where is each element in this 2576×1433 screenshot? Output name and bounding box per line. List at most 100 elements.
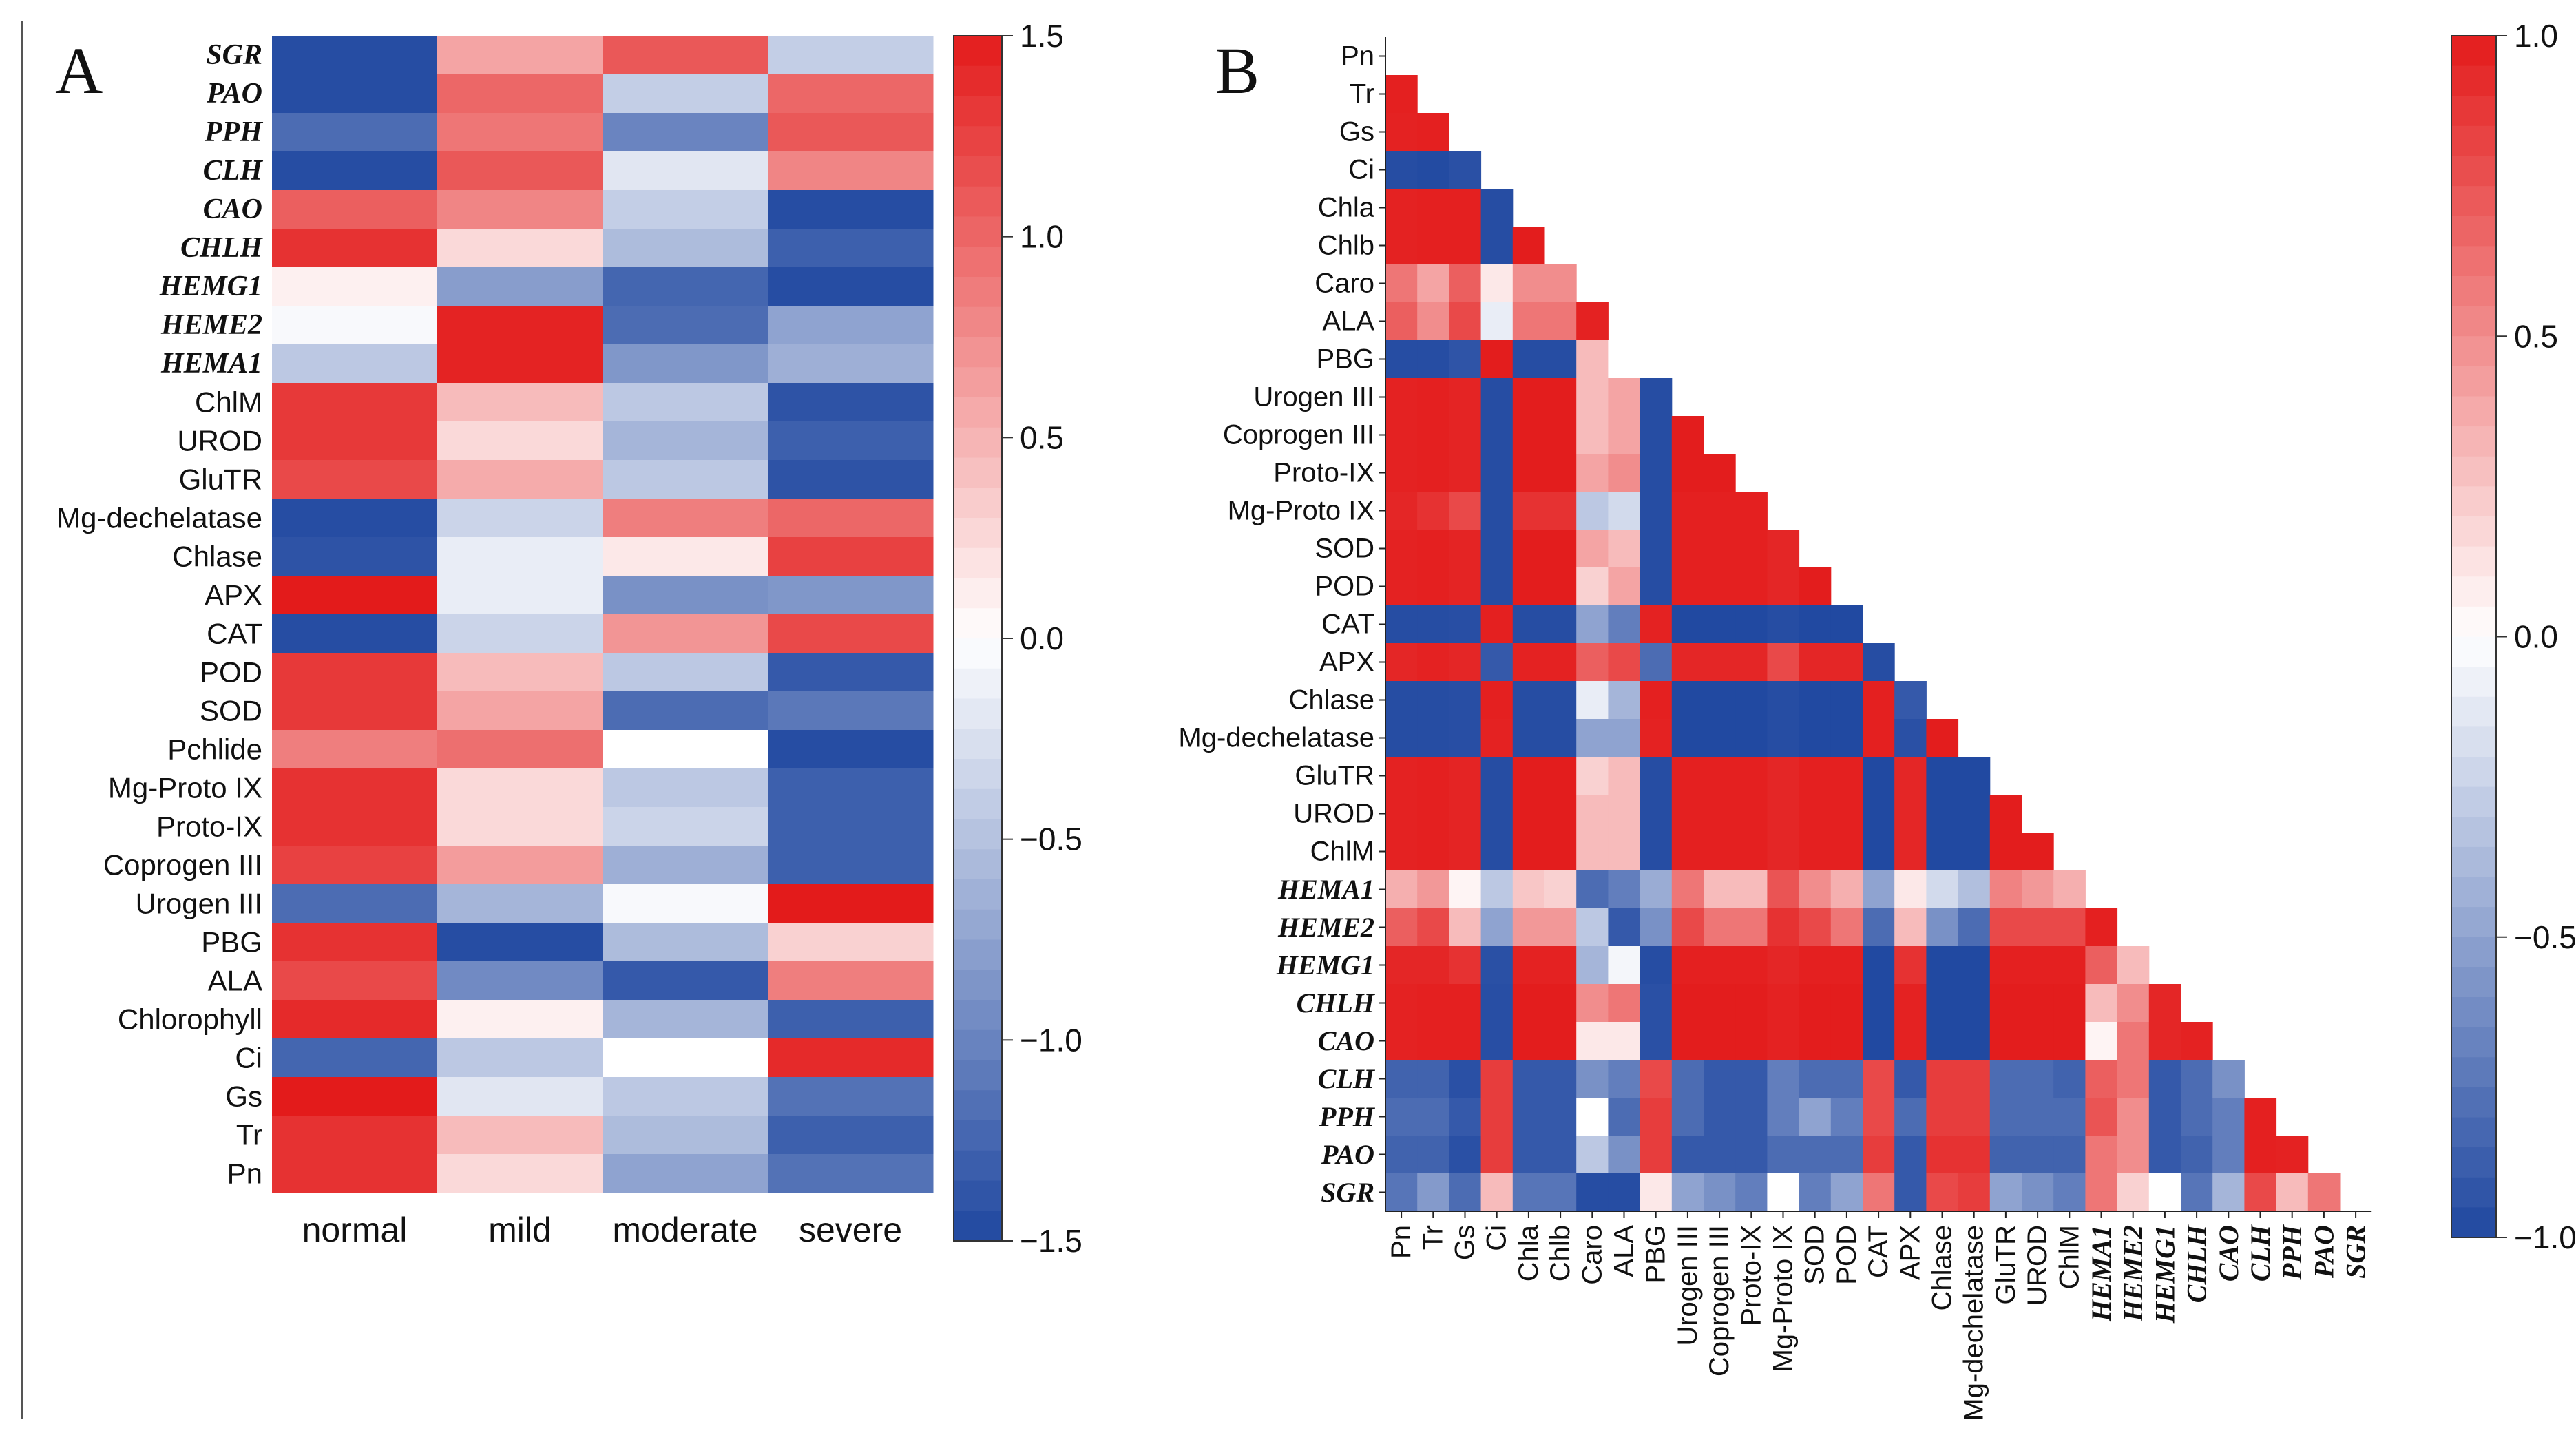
heatmap-a-cell xyxy=(603,1154,768,1193)
heatmap-b-cell xyxy=(1576,1173,1609,1212)
heatmap-a-cell xyxy=(768,267,934,306)
heatmap-b-cell xyxy=(1894,833,1927,871)
heatmap-b-cell xyxy=(1385,75,1418,114)
heatmap-b-cell xyxy=(1608,1098,1641,1136)
heatmap-b-row-label: UROD xyxy=(1293,799,1374,829)
heatmap-b-cell xyxy=(1989,984,2022,1023)
panel-a-colorbar: 1.5 1.0 0.5 0.0 −0.5 −1.0 −1.5 xyxy=(953,18,1082,1259)
heatmap-b-cell xyxy=(1671,795,1704,833)
heatmap-b-cell xyxy=(1799,681,1832,720)
heatmap-b-cell xyxy=(1863,1173,1895,1212)
heatmap-a-row-label: SGR xyxy=(206,39,262,71)
cb-a-gradient-step xyxy=(954,247,1002,278)
heatmap-a-cell xyxy=(768,229,934,268)
heatmap-b-column-label: CHLH xyxy=(2181,1224,2212,1303)
heatmap-b-cell xyxy=(1735,681,1768,720)
heatmap-b-cell xyxy=(1735,643,1768,682)
heatmap-b-cell xyxy=(1926,719,1959,757)
heatmap-b-cell xyxy=(1385,795,1418,833)
heatmap-a-cell xyxy=(272,383,438,422)
heatmap-b-cell xyxy=(1640,757,1673,795)
heatmap-a-row-label: UROD xyxy=(177,425,262,457)
heatmap-a-cell xyxy=(768,1000,934,1039)
heatmap-b-cell xyxy=(1799,719,1832,757)
heatmap-b-cell xyxy=(1480,1098,1514,1136)
heatmap-a-row-label: GluTR xyxy=(179,463,262,496)
heatmap-b-cell xyxy=(1417,833,1449,871)
heatmap-b-cell xyxy=(1863,1060,1895,1098)
heatmap-b-cell xyxy=(2085,908,2118,947)
heatmap-b-cell xyxy=(1608,681,1641,720)
heatmap-b-cell xyxy=(1544,1136,1577,1174)
heatmap-a-cell xyxy=(768,691,934,731)
cb-b-gradient-step xyxy=(2451,1027,2496,1058)
heatmap-a-cell xyxy=(603,1038,768,1078)
cb-a-gradient-step xyxy=(954,65,1002,97)
heatmap-b-row-label: SGR xyxy=(1321,1177,1374,1208)
heatmap-a-cell xyxy=(437,961,603,1001)
heatmap-b-cell xyxy=(1385,530,1418,568)
heatmap-b-cell xyxy=(1417,1022,1449,1060)
heatmap-b-cell xyxy=(1512,227,1545,265)
heatmap-b-cell xyxy=(1417,1098,1449,1136)
cb-b-gradient-step xyxy=(2451,36,2496,67)
heatmap-b-cell xyxy=(1417,492,1449,530)
heatmap-b-cell xyxy=(1385,302,1418,341)
heatmap-b-row-label: HEMG1 xyxy=(1276,950,1374,981)
heatmap-b-row-label: Coprogen III xyxy=(1223,420,1374,450)
heatmap-b-cell xyxy=(1480,416,1514,454)
heatmap-b-cell xyxy=(1735,795,1768,833)
heatmap-a-cell xyxy=(603,884,768,923)
heatmap-a-cell xyxy=(437,421,603,461)
heatmap-b-cell xyxy=(1512,1173,1545,1212)
heatmap-a-cell xyxy=(272,1038,438,1078)
heatmap-a-cell xyxy=(603,1116,768,1155)
heatmap-a-row-label: HEME2 xyxy=(160,309,262,341)
heatmap-a-cell xyxy=(768,344,934,384)
heatmap-b-cell xyxy=(2212,1136,2245,1174)
heatmap-b-cell xyxy=(1640,870,1673,909)
heatmap-b-cell xyxy=(2022,908,2054,947)
heatmap-a-cell xyxy=(272,113,438,152)
heatmap-b-cell xyxy=(1608,340,1641,379)
heatmap-b-cell xyxy=(1767,681,1800,720)
heatmap-b-cell xyxy=(1863,984,1895,1023)
heatmap-b-row-label: APX xyxy=(1319,647,1374,678)
heatmap-b-cell xyxy=(1958,1022,1991,1060)
panel-a-cells xyxy=(272,36,934,1193)
heatmap-b-cell xyxy=(1608,605,1641,644)
heatmap-a-cell xyxy=(768,846,934,885)
heatmap-b-cell xyxy=(1417,1136,1449,1174)
heatmap-b-cell xyxy=(1417,151,1449,189)
heatmap-b-column-label: Pn xyxy=(1386,1225,1416,1259)
heatmap-b-cell xyxy=(1449,643,1482,682)
heatmap-a-cell xyxy=(272,1154,438,1193)
heatmap-b-cell xyxy=(1894,719,1927,757)
cb-b-gradient-step xyxy=(2451,396,2496,428)
heatmap-b-cell xyxy=(1544,946,1577,985)
heatmap-b-cell xyxy=(1480,719,1514,757)
heatmap-b-cell xyxy=(1544,984,1577,1023)
heatmap-b-cell xyxy=(1576,643,1609,682)
heatmap-b-cell xyxy=(1863,870,1895,909)
heatmap-b-cell xyxy=(1704,681,1736,720)
heatmap-a-cell xyxy=(603,306,768,345)
heatmap-b-cell xyxy=(2181,1022,2213,1060)
heatmap-b-cell xyxy=(1735,719,1768,757)
heatmap-a-cell xyxy=(603,653,768,692)
heatmap-b-cell xyxy=(1640,681,1673,720)
heatmap-b-cell xyxy=(1417,1060,1449,1098)
heatmap-b-cell xyxy=(1576,1136,1609,1174)
cb-b-gradient-step xyxy=(2451,456,2496,488)
heatmap-b-cell xyxy=(1385,567,1418,606)
heatmap-b-cell xyxy=(2022,833,2054,871)
heatmap-b-cell xyxy=(1671,757,1704,795)
heatmap-a-cell xyxy=(272,576,438,615)
heatmap-b-cell xyxy=(1799,795,1832,833)
heatmap-b-cell xyxy=(1480,492,1514,530)
heatmap-b-cell xyxy=(1512,833,1545,871)
heatmap-b-cell xyxy=(1417,416,1449,454)
heatmap-b-cell xyxy=(1512,984,1545,1023)
heatmap-b-cell xyxy=(1449,1098,1482,1136)
heatmap-b-cell xyxy=(1417,454,1449,492)
